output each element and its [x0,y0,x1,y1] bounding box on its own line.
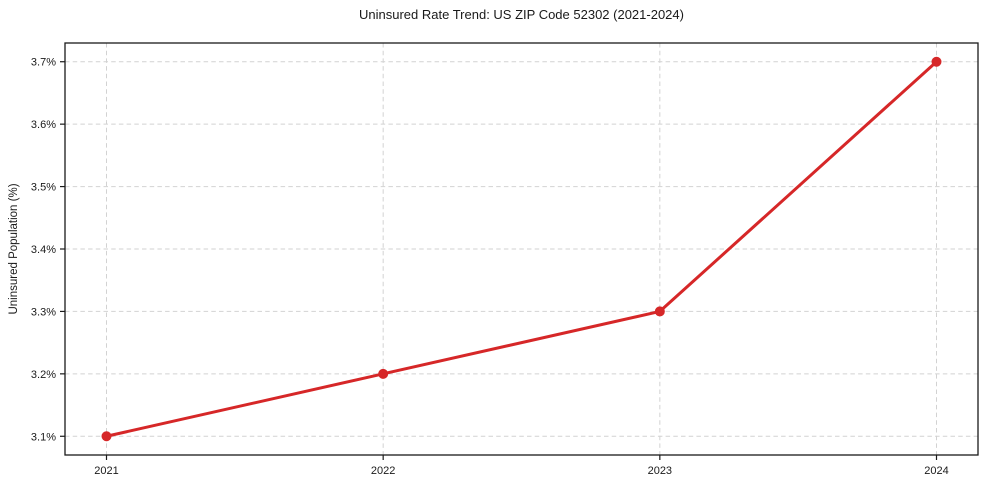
data-point-2022 [378,368,389,379]
x-tick-label: 2021 [94,465,118,477]
y-tick-label: 3.1% [31,431,56,443]
trend-line [105,60,938,438]
y-tick-label: 3.6% [31,119,56,131]
data-point-2021 [101,431,112,442]
y-tick-label: 3.4% [31,244,56,256]
data-point-2024 [931,56,942,67]
y-tick-label: 3.5% [31,182,56,194]
y-tick-label: 3.3% [31,306,56,318]
y-tick-label: 3.2% [31,369,56,381]
y-tick-label: 3.7% [31,57,56,69]
x-tick-label: 2023 [648,465,672,477]
x-tick-label: 2022 [371,465,395,477]
x-tick-label: 2024 [924,465,948,477]
data-point-2023 [654,306,665,317]
chart-title: Uninsured Rate Trend: US ZIP Code 52302 … [359,7,684,22]
